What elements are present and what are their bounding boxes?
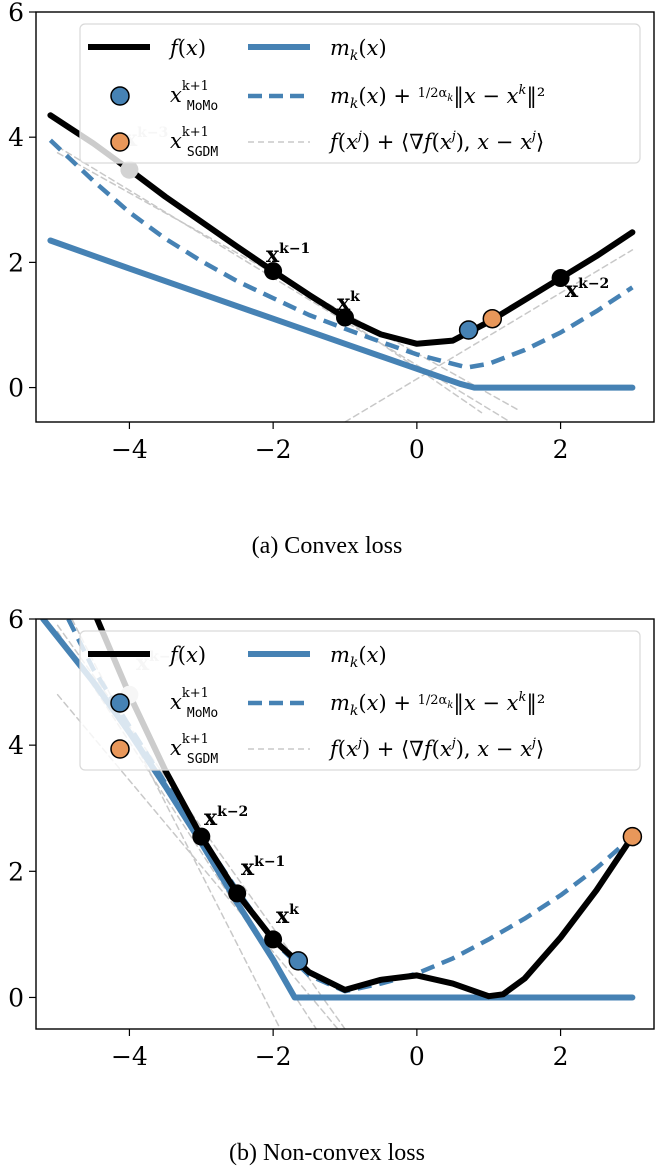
y-tick-label: 2 [8,248,24,277]
iterate-point [458,320,479,340]
legend-momo-marker [110,86,130,106]
iterate-point [264,930,283,949]
prox-model-curve [48,138,634,370]
x-ticks: −4 −2 0 2 [111,1029,569,1071]
x-tick-label: −4 [111,1042,148,1071]
iterate-point [120,160,139,179]
y-tick-label: 0 [8,374,24,403]
y-ticks: 0 2 4 6 [8,605,36,1012]
legend-box [79,23,641,164]
y-tick-label: 6 [8,605,24,634]
legend-tangent-label: f(xj) + ⟨∇f(xj), x − xj⟩ [328,736,544,761]
iterate-point [288,951,309,971]
legend-prox-label: mk(x) + 1/2αk‖x − xk‖² [330,690,545,719]
x-tick-label: 2 [553,435,569,464]
legend-model-label: mk(x) [330,36,387,64]
label-xk: xk [276,902,299,929]
legend-tangent-label: f(xj) + ⟨∇f(xj), x − xj⟩ [328,129,544,154]
panel-b-caption: (b) Non-convex loss [229,1140,425,1166]
iterates [120,160,570,340]
legend-prox-label: mk(x) + 1/2αk‖x − xk‖² [330,83,545,112]
iterate-point [482,308,503,329]
x-ticks: −4 −2 0 2 [111,422,569,464]
y-tick-label: 4 [8,123,24,152]
iterate-point [228,884,247,903]
x-tick-label: −2 [255,1042,292,1071]
label-xk-1: xk−1 [266,241,310,268]
panel-a-axes-frame [35,11,655,423]
y-ticks: 0 2 4 6 [8,0,36,403]
iterate-point [264,262,283,281]
panel-a-plot [47,112,636,422]
label-xk: xk [337,289,360,316]
iterate-point [192,827,211,846]
legend-sgdm-marker [110,132,130,152]
panel-b-legend: f(x) xk+1 MoMo xk+1 SGDM mk(x) mk(x) + 1/2… [79,630,641,771]
x-tick-label: 0 [409,1042,425,1071]
label-xk-2: xk−2 [565,276,609,303]
iterate-point [336,308,354,327]
legend-momo-marker [110,693,130,713]
model-curve-mk [47,237,636,391]
label-xk-1: xk−1 [241,854,285,881]
legend-model-label: mk(x) [330,643,387,671]
x-tick-label: 2 [553,1042,569,1071]
panel-b-axes-frame [35,618,655,1030]
iterate-point [551,269,570,287]
panel-a-caption: (a) Convex loss [252,533,403,559]
y-tick-label: 4 [8,731,24,760]
label-xk-2: xk−2 [204,804,248,831]
legend-f-label: f(x) [168,643,206,667]
y-tick-label: 2 [8,857,24,886]
x-tick-label: −2 [255,435,292,464]
iterate-point [622,826,643,847]
x-tick-label: −4 [111,435,148,464]
legend-sgdm-marker [110,739,130,759]
y-tick-label: 6 [8,0,24,27]
loss-curve-f [94,619,636,1000]
tangent-line [344,249,634,422]
y-tick-label: 0 [8,983,24,1012]
x-tick-label: 0 [409,435,425,464]
legend-box [79,630,641,771]
legend-f-label: f(x) [168,36,206,60]
panel-a-legend: f(x) xk+1 MoMo xk+1 SGDM mk(x) mk(x) + 1/2… [79,23,641,164]
